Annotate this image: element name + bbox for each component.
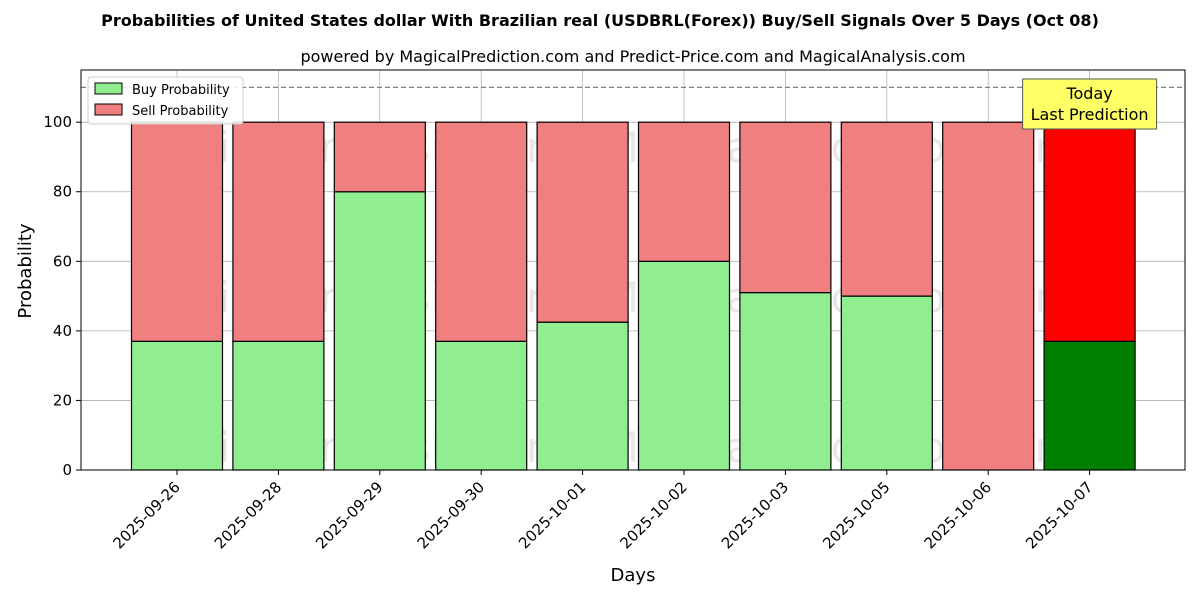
y-tick-label: 80 bbox=[53, 183, 72, 201]
legend-swatch-buy bbox=[94, 82, 123, 95]
chart-subtitle: powered by MagicalPrediction.com and Pre… bbox=[300, 47, 965, 66]
bar-buy bbox=[435, 340, 528, 471]
bar-buy bbox=[536, 321, 629, 471]
bar-sell bbox=[536, 121, 629, 323]
y-tick-label: 100 bbox=[43, 113, 72, 131]
legend-label-buy: Buy Probability bbox=[132, 83, 230, 98]
chart-title: Probabilities of United States dollar Wi… bbox=[101, 11, 1099, 30]
y-tick-label: 60 bbox=[53, 252, 72, 270]
annotation-text: Last Prediction bbox=[1031, 105, 1149, 124]
bar-sell bbox=[942, 121, 1035, 471]
y-tick-label: 0 bbox=[62, 461, 72, 479]
bar-sell bbox=[435, 121, 528, 342]
bar-sell bbox=[232, 121, 325, 342]
bar-sell bbox=[333, 121, 426, 193]
bar-sell bbox=[130, 121, 224, 342]
bar-buy bbox=[840, 295, 933, 471]
bar-buy bbox=[333, 191, 426, 471]
bar-buy bbox=[1043, 340, 1136, 471]
bar-sell bbox=[840, 121, 933, 297]
annotation-text: Today bbox=[1065, 84, 1112, 103]
x-tick-label: 2025-10-02 bbox=[616, 478, 690, 552]
bar-sell bbox=[637, 121, 731, 262]
x-tick-label: 2025-09-30 bbox=[414, 478, 488, 552]
x-axis-label: Days bbox=[611, 565, 656, 586]
bar-buy bbox=[130, 340, 224, 471]
x-tick-label: 2025-09-28 bbox=[211, 478, 285, 552]
y-axis-label: Probability bbox=[15, 223, 36, 318]
annotation-box bbox=[1022, 78, 1158, 130]
x-tick-label: 2025-10-05 bbox=[819, 478, 893, 552]
plot-frame bbox=[80, 69, 1186, 471]
x-tick-label: 2025-09-26 bbox=[109, 478, 183, 552]
x-tick-label: 2025-10-07 bbox=[1022, 478, 1096, 552]
legend-swatch-sell bbox=[94, 103, 123, 116]
x-tick-label: 2025-10-03 bbox=[718, 478, 792, 552]
bar-sell bbox=[739, 121, 832, 294]
bar-buy bbox=[739, 292, 832, 471]
y-tick-label: 20 bbox=[53, 391, 72, 409]
bar-sell bbox=[1043, 121, 1136, 342]
bar-buy bbox=[637, 260, 731, 471]
x-tick-label: 2025-10-06 bbox=[921, 478, 995, 552]
bar-buy bbox=[232, 340, 325, 471]
legend-box bbox=[87, 76, 244, 125]
x-tick-label: 2025-09-29 bbox=[312, 478, 386, 552]
y-tick-label: 40 bbox=[53, 322, 72, 340]
legend-label-sell: Sell Probability bbox=[132, 104, 229, 119]
x-tick-label: 2025-10-01 bbox=[515, 478, 589, 552]
